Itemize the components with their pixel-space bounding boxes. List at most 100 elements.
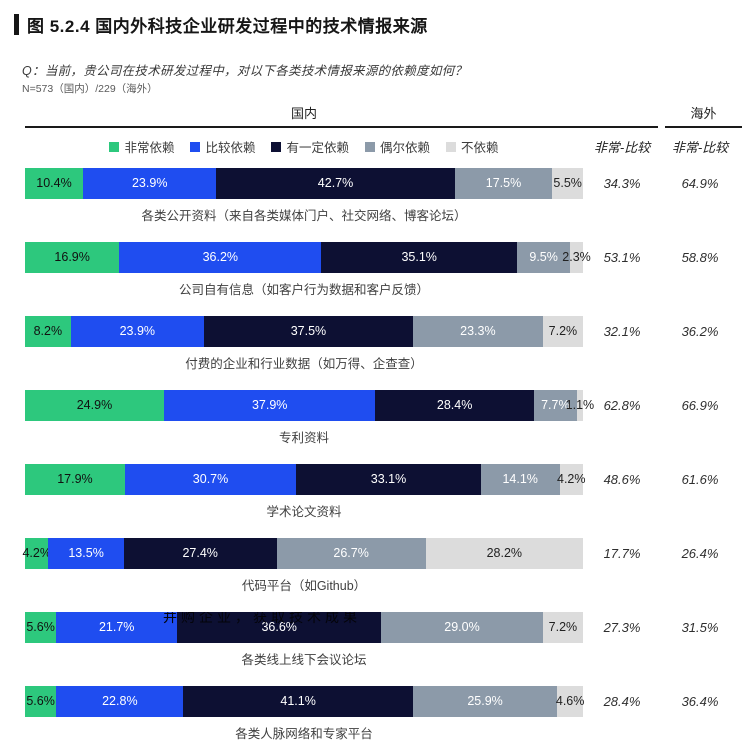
chart-row: 4.2% 13.5% 27.4% 26.7% 28.2% 代码平台（如Github） 1…: [0, 538, 756, 612]
bar-segment: 10.4%: [25, 168, 84, 199]
chart-row: 16.9% 36.2% 35.1% 9.5% 2.3% 公司自有信息（如客户行为数据和客…: [0, 242, 756, 316]
summary-value-domestic: 53.1%: [603, 250, 641, 265]
bar-segment: 36.6%: [177, 612, 382, 643]
bar-segment-value: 4.2%: [22, 546, 51, 561]
stacked-bar: 5.6% 22.8% 41.1% 25.9% 4.6%: [25, 686, 584, 717]
header-rule-domestic: [25, 126, 658, 128]
bar-segment-value: 14.1%: [502, 472, 538, 487]
chart-row: 24.9% 37.9% 28.4% 7.7% 1.1% 专利资料 62.8% 66.9%: [0, 390, 756, 464]
bar-segment-value: 9.5%: [529, 250, 558, 265]
summary-value-overseas: 64.9%: [681, 176, 719, 191]
category-label: 各类线上线下会议论坛: [241, 653, 367, 667]
bar-segment: 23.9%: [83, 168, 217, 199]
bar-segment-value: 37.5%: [290, 324, 327, 339]
bar-segment-value: 23.9%: [119, 324, 156, 339]
bar-segment: 41.1%: [183, 686, 413, 717]
header-rule-overseas: [665, 126, 742, 128]
bar-segment: 37.9%: [163, 390, 376, 421]
stacked-bar: 8.2% 23.9% 37.5% 23.3% 7.2%: [25, 316, 583, 347]
bar-segment-value: 25.9%: [467, 694, 503, 709]
stacked-bar: 16.9% 36.2% 35.1% 9.5% 2.3%: [25, 242, 591, 273]
summary-value-overseas: 26.4%: [681, 546, 719, 561]
summary-value-domestic: 27.3%: [603, 620, 641, 635]
bar-segment-value: 22.8%: [102, 694, 138, 709]
stacked-bar: 17.9% 30.7% 33.1% 14.1% 4.2%: [25, 464, 586, 495]
bar-segment-value: 10.4%: [36, 176, 72, 191]
bar-segment: 4.2%: [22, 538, 51, 569]
bar-segment: 22.8%: [56, 686, 184, 717]
category-label: 公司自有信息（如客户行为数据和客户反馈）: [178, 283, 429, 297]
bar-segment-value: 5.5%: [553, 176, 582, 191]
bar-segment-value: 41.1%: [280, 694, 316, 709]
stacked-bar: 10.4% 23.9% 42.7% 17.5% 5.5%: [25, 168, 583, 199]
chart-row: 5.6% 21.7% 36.6% 29.0% 7.2% 并购企业，获取技术成果 各类线上线…: [0, 612, 756, 686]
category-label: 付费的企业和行业数据（如万得、企查查）: [185, 357, 423, 371]
bar-segment: 37.5%: [203, 316, 413, 347]
bar-segment-value: 23.3%: [460, 324, 496, 339]
bar-segment: 30.7%: [124, 464, 297, 495]
summary-value-overseas: 31.5%: [681, 620, 719, 635]
bar-segment: 7.7%: [533, 390, 577, 421]
bar-segment: 23.9%: [70, 316, 204, 347]
bar-segment-value: 28.4%: [436, 398, 473, 413]
bar-segment-value: 42.7%: [317, 176, 354, 191]
bar-segment: 23.3%: [412, 316, 543, 347]
bar-segment-value: 29.0%: [444, 620, 480, 635]
summary-value-domestic: 62.8%: [603, 398, 641, 413]
bar-segment-value: 23.9%: [131, 176, 168, 191]
bar-segment-value: 28.2%: [486, 546, 523, 561]
bar-segment-value: 37.9%: [251, 398, 288, 413]
bar-segment: 2.3%: [562, 242, 591, 273]
category-label: 各类人脉网络和专家平台: [235, 727, 373, 741]
legend-label: 不依赖: [461, 141, 499, 155]
legend-item: 偶尔依赖: [365, 137, 430, 156]
bar-segment-value: 36.2%: [202, 250, 239, 265]
bar-segment: 26.7%: [276, 538, 426, 569]
bar-segment: 36.2%: [119, 242, 322, 273]
bar-segment: 9.5%: [517, 242, 571, 273]
bar-segment-value: 36.6%: [261, 620, 297, 635]
stacked-bar: 24.9% 37.9% 28.4% 7.7% 1.1%: [25, 390, 594, 421]
category-label: 学术论文资料: [266, 505, 342, 519]
bar-segment: 1.1%: [566, 390, 594, 421]
figure-title: 图 5.2.4 国内外科技企业研发过程中的技术情报来源: [27, 17, 428, 36]
sample-size: N=573（国内）/229（海外）: [22, 83, 158, 95]
bar-segment-value: 35.1%: [401, 250, 437, 265]
section-header-overseas: 海外: [690, 106, 717, 121]
bar-segment-value: 2.3%: [562, 250, 591, 265]
summary-header-domestic: 非常-比较: [593, 140, 651, 155]
title-accent-bar: [14, 14, 19, 35]
section-header-domestic: 国内: [290, 106, 317, 121]
legend-swatch-icon: [109, 141, 120, 152]
summary-value-overseas: 66.9%: [681, 398, 719, 413]
summary-value-overseas: 36.4%: [681, 694, 719, 709]
legend-label: 偶尔依赖: [380, 141, 431, 155]
summary-value-domestic: 17.7%: [603, 546, 641, 561]
chart-rows: 10.4% 23.9% 42.7% 17.5% 5.5% 各类公开资料（来自各类媒体门户…: [0, 168, 756, 756]
legend-item: 不依赖: [446, 137, 499, 156]
bar-segment: 4.6%: [556, 686, 584, 717]
legend-swatch-icon: [365, 141, 375, 152]
bar-segment-value: 5.6%: [26, 694, 55, 709]
legend-item: 比较依赖: [190, 137, 255, 156]
bar-segment-value: 7.7%: [541, 398, 570, 413]
bar-segment: 14.1%: [480, 464, 560, 495]
summary-value-overseas: 61.6%: [681, 472, 719, 487]
legend-label: 非常依赖: [124, 141, 175, 155]
bar-segment: 28.4%: [375, 390, 534, 421]
bar-segment: 29.0%: [381, 612, 543, 643]
stacked-bar: 4.2% 13.5% 27.4% 26.7% 28.2%: [22, 538, 583, 569]
bar-segment-value: 27.4%: [182, 546, 218, 561]
chart-row: 5.6% 22.8% 41.1% 25.9% 4.6% 各类人脉网络和专家平台 28.4…: [0, 686, 756, 756]
bar-segment: 17.9%: [25, 464, 125, 495]
chart-row: 17.9% 30.7% 33.1% 14.1% 4.2% 学术论文资料 48.6% 61…: [0, 464, 756, 538]
bar-segment-value: 30.7%: [192, 472, 229, 487]
bar-segment-value: 26.7%: [333, 546, 369, 561]
bar-segment: 16.9%: [25, 242, 120, 273]
bar-segment-value: 5.6%: [26, 620, 55, 635]
summary-value-domestic: 34.3%: [603, 176, 641, 191]
bar-segment: 27.4%: [123, 538, 277, 569]
bar-segment-value: 7.2%: [548, 620, 578, 635]
bar-segment: 13.5%: [48, 538, 124, 569]
